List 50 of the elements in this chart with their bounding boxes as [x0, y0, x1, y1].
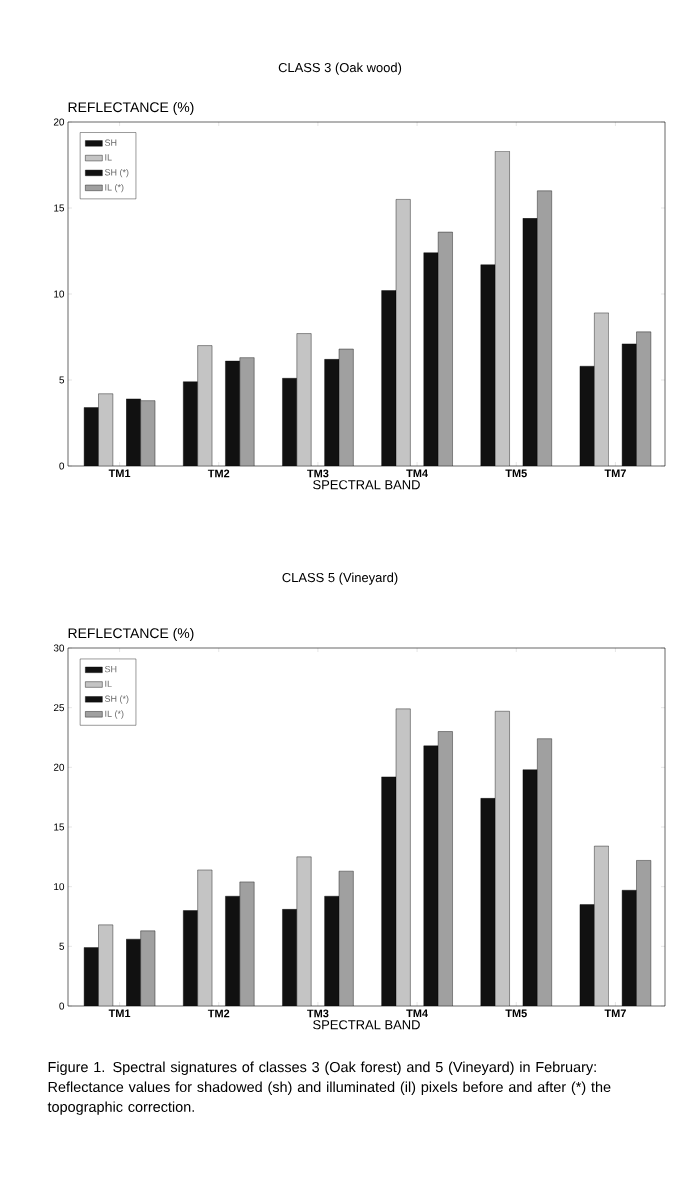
y-tick-label: 30: [53, 644, 65, 652]
chart-title: CLASS 3 (Oak wood): [278, 62, 402, 75]
y-tick-label: 0: [59, 1002, 65, 1010]
y-axis-title: REFLECTANCE (%): [68, 627, 194, 641]
y-tick-label: 20: [53, 118, 65, 126]
bar: [480, 798, 496, 1007]
bar: [239, 881, 255, 1007]
x-tick-label: TM2: [207, 1009, 230, 1018]
x-tick-label: TM7: [604, 1009, 626, 1018]
legend-label: IL (*): [105, 183, 124, 193]
legend-label: IL: [105, 154, 112, 161]
bar: [537, 738, 552, 1007]
x-tick-label: TM7: [604, 469, 626, 478]
x-axis-title: SPECTRAL BAND: [313, 480, 420, 490]
legend-label: IL: [105, 680, 112, 687]
chart-title: CLASS 5 (Vineyard): [282, 572, 398, 585]
x-tick-label: TM5: [505, 1009, 527, 1018]
legend-label: SH: [104, 665, 117, 673]
x-tick-label: TM3: [307, 1009, 329, 1018]
x-tick-label: TM5: [505, 469, 527, 478]
bar: [480, 264, 496, 467]
y-tick-label: 20: [53, 763, 65, 771]
x-tick-label: TM2: [207, 469, 230, 478]
legend-label: SH: [104, 139, 117, 146]
x-axis-title: SPECTRAL BAND: [313, 1020, 420, 1030]
legend-label: IL (*): [105, 710, 124, 719]
y-tick-label: 5: [59, 376, 65, 384]
x-tick-label: TM1: [108, 1009, 131, 1018]
y-tick-label: 15: [54, 204, 65, 212]
caption: Figure 1. Spectral signatures of classes 3 (Oak forest) and 5 (Vineyard) in February: Reflectance values for shadowed (sh) and illuminated (il) pixels before and after (*) the topographic correction.: [47, 1061, 611, 1115]
x-tick-label: TM3: [307, 469, 329, 478]
y-tick-label: 15: [54, 823, 65, 831]
legend-label: SH (*): [104, 695, 129, 704]
y-axis-title: REFLECTANCE (%): [68, 101, 194, 115]
bar: [537, 190, 552, 467]
bar: [381, 290, 397, 467]
bar: [239, 357, 255, 467]
x-tick-label: TM4: [406, 469, 428, 478]
bar: [437, 231, 453, 467]
x-tick-label: TM4: [406, 1009, 428, 1018]
y-tick-label: 25: [53, 704, 65, 712]
x-tick-label: TM1: [108, 469, 131, 478]
y-tick-label: 10: [54, 883, 65, 891]
y-tick-label: 10: [54, 290, 65, 298]
legend-label: SH (*): [104, 168, 129, 178]
y-tick-label: 5: [59, 942, 65, 950]
y-tick-label: 0: [59, 462, 65, 470]
bar: [381, 776, 397, 1007]
bar: [636, 331, 652, 467]
bar: [437, 731, 453, 1007]
